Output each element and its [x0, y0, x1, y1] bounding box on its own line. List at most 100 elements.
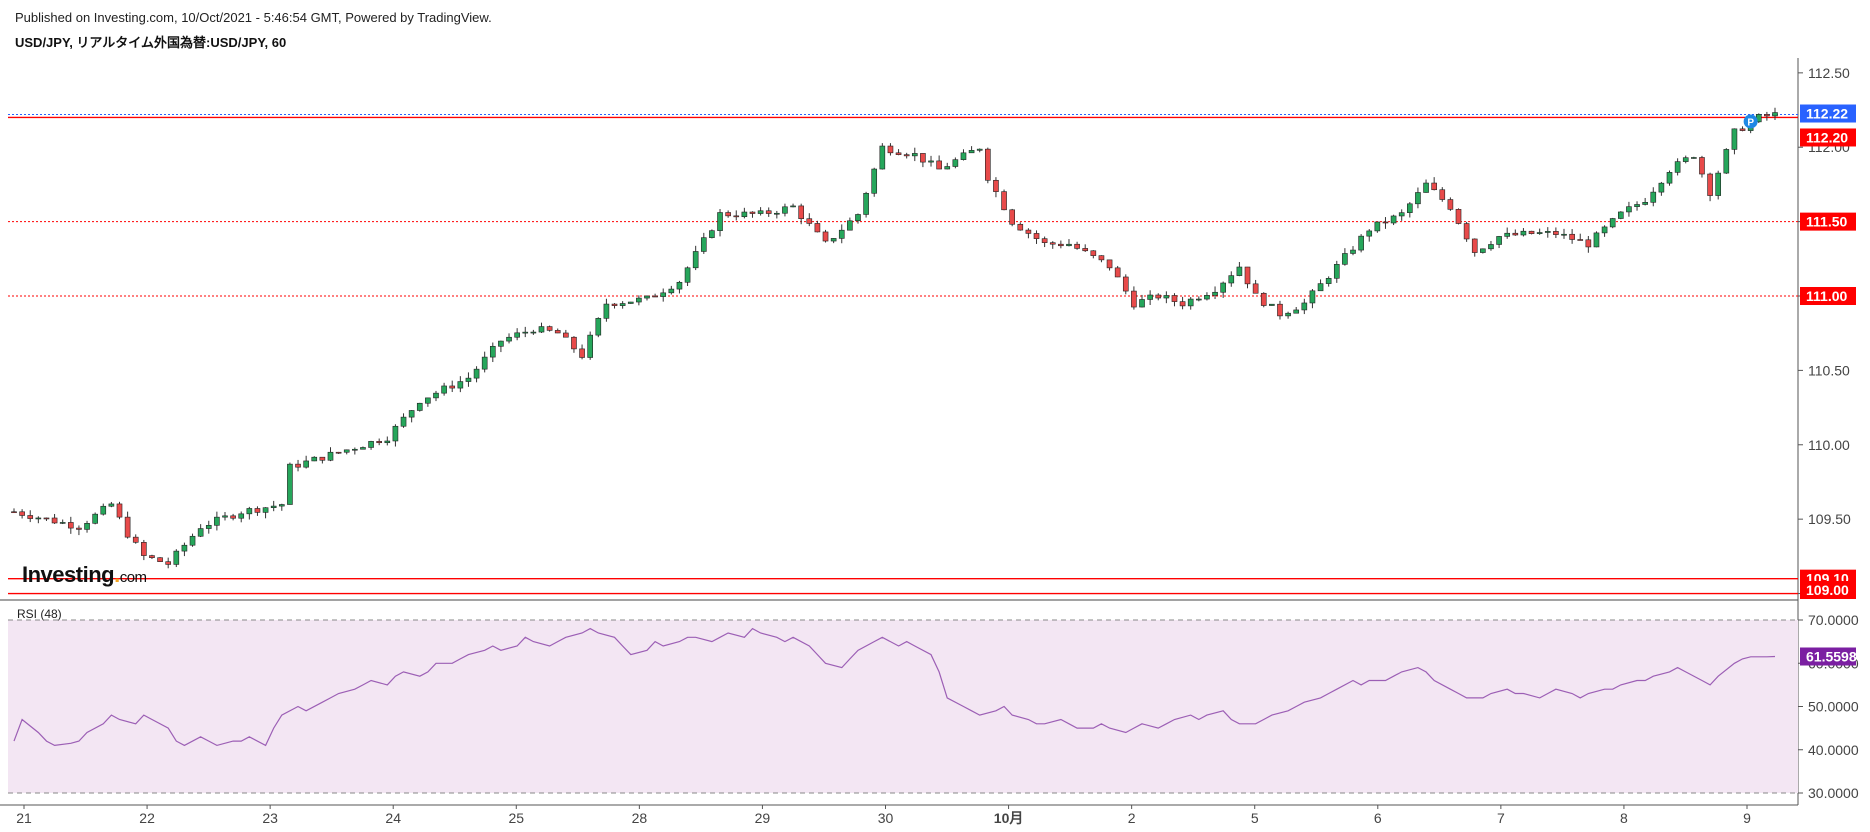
- candle-body[interactable]: [1147, 294, 1153, 300]
- candle-body[interactable]: [1585, 239, 1592, 248]
- candle-body[interactable]: [92, 513, 98, 524]
- candle-body[interactable]: [254, 508, 261, 513]
- candle-body[interactable]: [595, 318, 602, 336]
- candle-body[interactable]: [408, 410, 415, 418]
- candle-body[interactable]: [749, 211, 756, 214]
- candle-body[interactable]: [132, 536, 139, 543]
- candle-body[interactable]: [1196, 298, 1202, 301]
- candle-body[interactable]: [1317, 283, 1324, 292]
- candle-body[interactable]: [1674, 161, 1681, 173]
- candle-body[interactable]: [1423, 182, 1429, 193]
- candle-body[interactable]: [303, 460, 309, 468]
- candle-body[interactable]: [295, 463, 301, 468]
- candle-body[interactable]: [709, 230, 715, 238]
- candle-body[interactable]: [790, 205, 796, 208]
- candle-body[interactable]: [1244, 266, 1251, 285]
- candle-body[interactable]: [506, 336, 512, 342]
- candle-body[interactable]: [976, 148, 983, 151]
- candle-body[interactable]: [1520, 230, 1527, 236]
- candle-body[interactable]: [1512, 232, 1519, 236]
- candle-body[interactable]: [1058, 243, 1064, 247]
- candle-body[interactable]: [1325, 277, 1332, 284]
- candle-body[interactable]: [1212, 291, 1218, 296]
- candle-body[interactable]: [1772, 112, 1778, 117]
- candle-body[interactable]: [1179, 301, 1186, 307]
- candle-body[interactable]: [993, 179, 999, 192]
- candle-body[interactable]: [1163, 295, 1170, 299]
- candle-body[interactable]: [1415, 192, 1421, 205]
- candle-body[interactable]: [35, 517, 42, 520]
- candle-body[interactable]: [498, 340, 504, 347]
- candle-body[interactable]: [1277, 303, 1283, 317]
- candle-body[interactable]: [1122, 276, 1129, 292]
- candle-body[interactable]: [1293, 309, 1300, 314]
- candle-body[interactable]: [903, 154, 910, 157]
- candle-body[interactable]: [481, 356, 488, 370]
- candle-body[interactable]: [335, 451, 342, 454]
- candle-body[interactable]: [1155, 294, 1162, 299]
- candle-body[interactable]: [1066, 243, 1072, 247]
- candle-body[interactable]: [1358, 235, 1364, 251]
- candle-body[interactable]: [822, 231, 829, 242]
- candle-body[interactable]: [27, 515, 34, 519]
- candle-body[interactable]: [611, 303, 618, 306]
- candle-body[interactable]: [1480, 248, 1486, 253]
- candle-body[interactable]: [1764, 114, 1770, 117]
- candle-body[interactable]: [741, 211, 748, 218]
- candle-body[interactable]: [1601, 226, 1608, 234]
- candle-body[interactable]: [879, 145, 886, 170]
- candle-body[interactable]: [652, 295, 658, 298]
- candle-body[interactable]: [19, 511, 25, 516]
- candle-body[interactable]: [1285, 312, 1291, 317]
- candle-body[interactable]: [457, 381, 464, 389]
- candle-body[interactable]: [149, 555, 155, 558]
- candle-body[interactable]: [343, 449, 350, 453]
- candle-body[interactable]: [1723, 149, 1730, 174]
- candle-body[interactable]: [514, 332, 520, 338]
- candle-body[interactable]: [968, 150, 975, 154]
- candle-body[interactable]: [124, 516, 131, 538]
- candle-body[interactable]: [798, 205, 804, 220]
- candle-body[interactable]: [895, 152, 902, 155]
- candle-body[interactable]: [627, 301, 634, 304]
- candle-body[interactable]: [1471, 238, 1478, 253]
- candle-body[interactable]: [1269, 303, 1275, 306]
- candle-body[interactable]: [1715, 172, 1722, 196]
- candle-body[interactable]: [1228, 275, 1235, 284]
- candle-body[interactable]: [546, 326, 553, 331]
- candle-body[interactable]: [1082, 248, 1089, 252]
- candle-body[interactable]: [684, 267, 691, 283]
- candle-body[interactable]: [717, 212, 723, 231]
- candle-body[interactable]: [11, 511, 17, 514]
- candle-body[interactable]: [765, 210, 772, 214]
- candle-body[interactable]: [43, 517, 50, 520]
- candle-body[interactable]: [1390, 215, 1397, 224]
- candle-body[interactable]: [1407, 203, 1413, 213]
- candle-body[interactable]: [1536, 232, 1543, 234]
- candle-body[interactable]: [214, 516, 220, 526]
- candle-body[interactable]: [327, 451, 334, 461]
- candle-body[interactable]: [1131, 290, 1137, 308]
- candle-body[interactable]: [1666, 172, 1673, 184]
- candle-body[interactable]: [238, 513, 245, 519]
- candle-body[interactable]: [920, 153, 926, 163]
- candle-body[interactable]: [1707, 173, 1713, 196]
- candle-body[interactable]: [1187, 298, 1194, 307]
- candle-body[interactable]: [1463, 223, 1470, 240]
- candle-body[interactable]: [262, 507, 269, 513]
- candle-body[interactable]: [473, 368, 480, 379]
- candle-body[interactable]: [59, 522, 66, 524]
- candle-body[interactable]: [1699, 157, 1705, 175]
- candle-body[interactable]: [936, 160, 942, 170]
- candle-body[interactable]: [141, 542, 147, 556]
- candle-body[interactable]: [911, 153, 918, 157]
- candle-body[interactable]: [1455, 209, 1462, 224]
- candle-body[interactable]: [985, 148, 991, 181]
- candle-body[interactable]: [1342, 253, 1348, 265]
- candle-body[interactable]: [287, 463, 293, 505]
- candle-body[interactable]: [692, 251, 699, 269]
- candle-body[interactable]: [847, 220, 853, 231]
- candle-body[interactable]: [830, 238, 837, 242]
- candle-body[interactable]: [660, 292, 667, 297]
- candle-body[interactable]: [644, 295, 650, 299]
